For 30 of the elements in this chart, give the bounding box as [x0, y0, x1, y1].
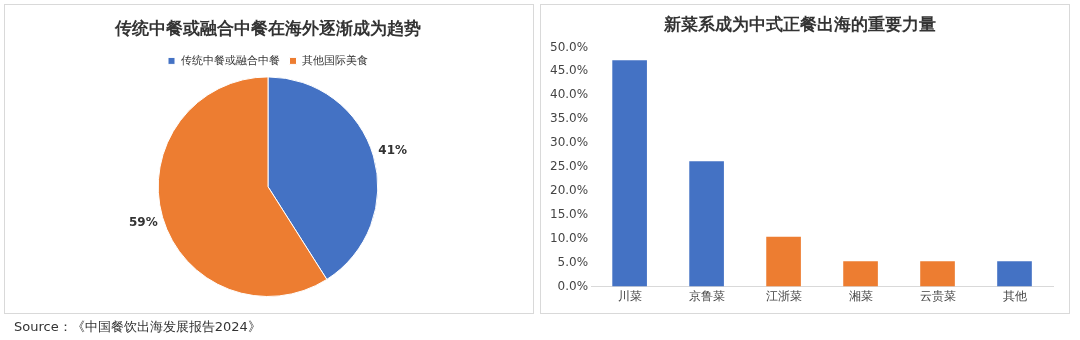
bar: [689, 161, 724, 287]
bar: [920, 261, 955, 287]
y-tick-label: 5.0%: [557, 254, 589, 269]
y-tick-label: 45.0%: [550, 63, 589, 78]
y-tick-label: 0.0%: [557, 278, 589, 293]
y-tick-label: 20.0%: [550, 183, 589, 198]
x-tick-label: 江浙菜: [765, 288, 802, 303]
x-tick-label: 其他: [1002, 288, 1027, 303]
source-note: Source：《中国餐饮出海发展报告2024》: [13, 318, 262, 336]
y-tick-label: 15.0%: [550, 206, 589, 221]
chart-title: 传统中餐或融合中餐在海外逐渐成为趋势: [114, 17, 421, 38]
bar: [843, 261, 878, 287]
x-tick-label: 川菜: [617, 288, 642, 303]
legend-label: 传统中餐或融合中餐: [180, 53, 280, 67]
bar: [766, 236, 801, 287]
y-tick-label: 50.0%: [550, 39, 589, 54]
y-tick-label: 30.0%: [550, 135, 589, 150]
data-label: 41%: [378, 142, 408, 157]
y-tick-label: 10.0%: [550, 230, 589, 245]
x-tick-label: 京鲁菜: [688, 288, 725, 303]
legend-label: 其他国际美食: [302, 53, 368, 67]
bar: [997, 261, 1032, 287]
data-label: 59%: [128, 215, 158, 230]
x-tick-label: 湘菜: [848, 288, 873, 303]
bar: [612, 60, 647, 287]
chart-title: 新菜系成为中式正餐出海的重要力量: [663, 13, 936, 34]
y-tick-label: 40.0%: [550, 87, 589, 102]
y-tick-label: 35.0%: [550, 111, 589, 126]
x-tick-label: 云贵菜: [919, 288, 956, 303]
y-tick-label: 25.0%: [550, 159, 589, 174]
